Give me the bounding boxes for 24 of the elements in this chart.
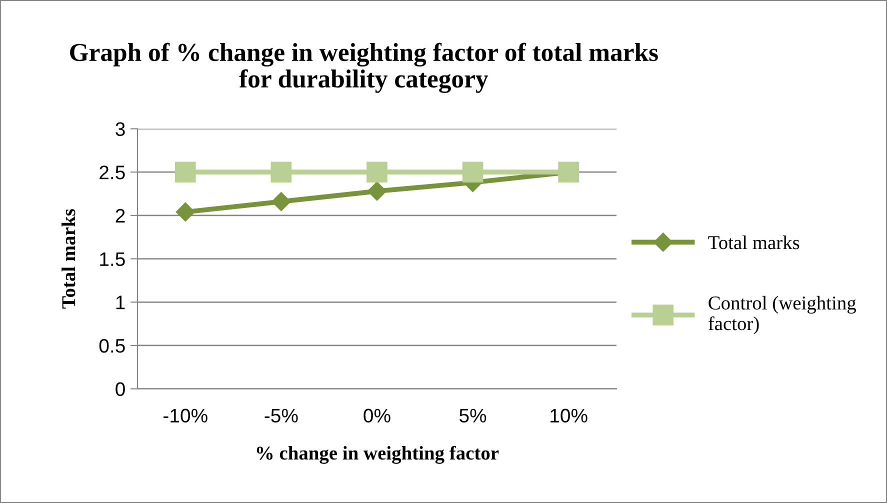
legend-label: Control (weighting factor) <box>708 296 856 334</box>
y-tick-label: 0 <box>116 382 125 396</box>
y-tick-label: 1.5 <box>100 252 125 266</box>
x-tick-label: -5% <box>264 408 298 423</box>
y-tick-label: 1 <box>116 296 125 310</box>
y-tick-label: 2 <box>116 208 125 222</box>
point <box>272 192 291 212</box>
point <box>176 202 195 222</box>
y-axis-title: Total marks <box>62 209 76 309</box>
x-tick-label: -10% <box>164 408 208 423</box>
y-tick-label: 2.5 <box>100 166 125 180</box>
x-tick-label: 10% <box>550 408 588 423</box>
y-tick-label: 3 <box>116 122 125 136</box>
point <box>462 162 484 183</box>
point <box>270 162 292 183</box>
x-axis-title: % change in weighting factor <box>256 446 499 464</box>
y-tick-label: 0.5 <box>99 338 125 353</box>
x-tick-label: 0% <box>364 408 390 423</box>
point <box>367 182 387 201</box>
chart-title: Graph of % change in weighting factor of total marks for durability category <box>70 42 658 94</box>
point <box>174 162 196 183</box>
point <box>366 162 388 183</box>
x-tick-label: 5% <box>459 408 486 423</box>
legend-label: Total marks <box>708 236 800 250</box>
